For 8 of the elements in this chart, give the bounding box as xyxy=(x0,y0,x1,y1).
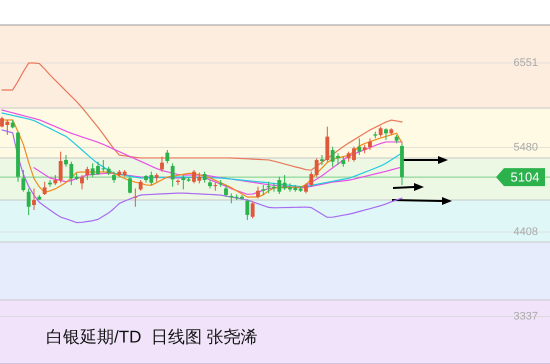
line-series xyxy=(1,119,403,198)
line-series xyxy=(1,129,403,224)
y-tick-label: 5480 xyxy=(514,141,538,154)
y-tick-label: 6551 xyxy=(514,57,538,70)
ref-line-label: 5104 xyxy=(510,170,540,185)
y-tick-label: 4408 xyxy=(514,226,538,238)
text: 白银延期/TD 日线图 张尧浠 xyxy=(46,328,258,346)
y-tick-label: 3337 xyxy=(514,310,538,322)
